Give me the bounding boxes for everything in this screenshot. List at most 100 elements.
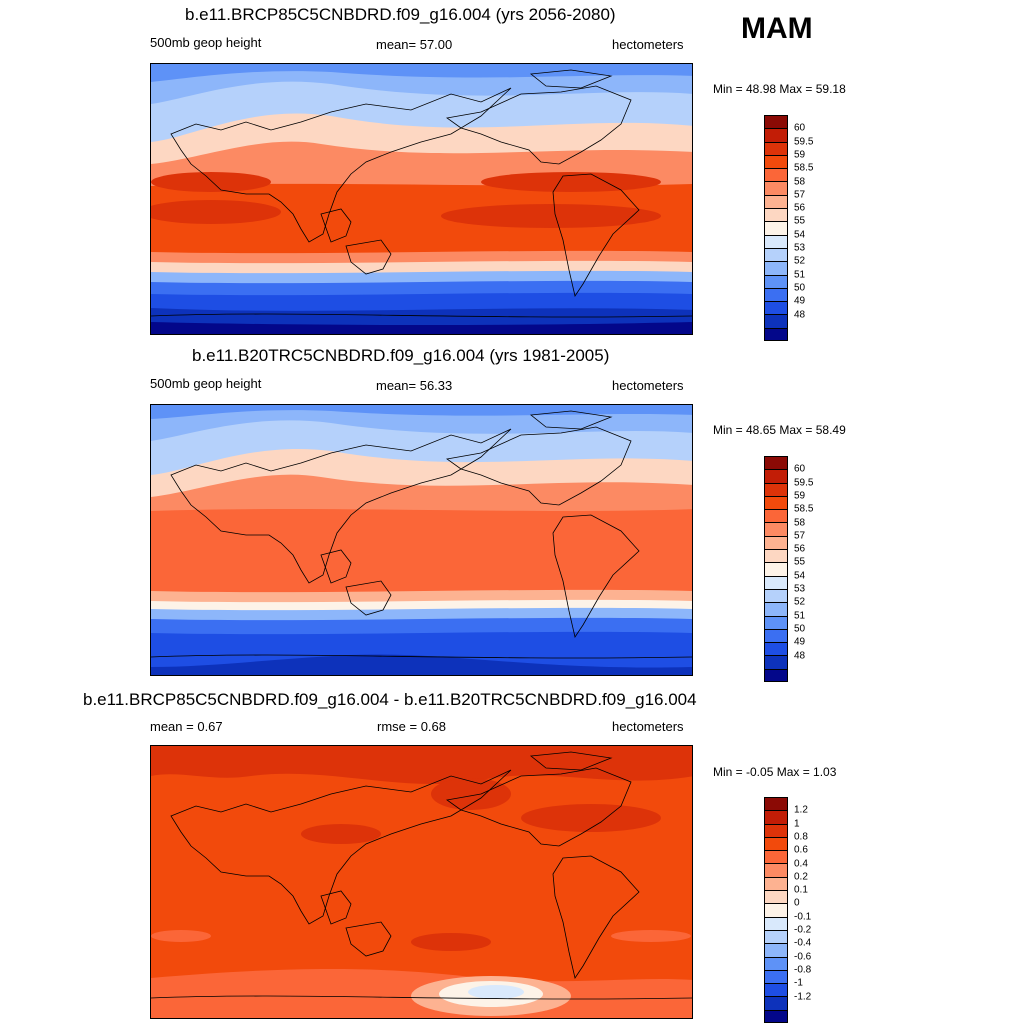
colorbar-box [764,850,788,864]
colorbar-tick-label: 56 [794,543,806,555]
colorbar-box [764,996,788,1010]
colorbar-tick-label: 54 [794,229,806,241]
panel-2-variable-label: 500mb geop height [150,376,262,391]
colorbar-tick-label: 55 [794,556,806,568]
colorbar-tick-label: 50 [794,282,806,294]
colorbar-box [764,956,788,970]
colorbar-box [764,168,788,182]
colorbar-box [764,903,788,917]
colorbar-tick-label: 0.4 [794,858,808,869]
colorbar-box [764,602,788,616]
colorbar-tick-label: 53 [794,242,806,254]
colorbar-box [764,221,788,235]
colorbar-box [764,287,788,302]
colorbar-tick-label: 0.8 [794,831,808,843]
colorbar-box [764,655,788,669]
colorbar-box [764,509,788,523]
colorbar-box [764,314,788,328]
panel-3-colorbar [764,797,788,1024]
colorbar-tick-label: -1 [794,977,803,989]
colorbar-tick-label: 58 [794,517,806,528]
colorbar-tick-label: 50 [794,623,806,635]
panel-2-title: b.e11.B20TRC5CNBDRD.f09_g16.004 (yrs 198… [192,346,610,365]
colorbar-box [764,154,788,169]
colorbar-tick-label: 58.5 [794,162,814,174]
colorbar-tick-label: 0 [794,897,800,909]
colorbar-box [764,482,788,496]
colorbar-box [764,668,788,683]
colorbar-tick-label: -1.2 [794,991,812,1002]
colorbar-box [764,469,788,483]
colorbar-box [764,261,788,275]
colorbar-tick-label: 60 [794,122,806,134]
colorbar-box [764,628,788,643]
colorbar-box [764,234,788,248]
colorbar-box [764,495,788,510]
colorbar-box [764,642,788,656]
colorbar-tick-label: -0.6 [794,951,812,963]
panel-1-colorbar [764,115,788,342]
colorbar-tick-label: 54 [794,570,806,582]
colorbar-box [764,301,788,315]
colorbar-tick-label: 0.1 [794,884,808,896]
panel-3-mean: mean = 0.67 [150,719,223,734]
colorbar-box [764,943,788,957]
colorbar-tick-label: 57 [794,189,806,201]
colorbar-box [764,983,788,997]
panel-3-contour-field [151,746,692,1018]
panel-1-title: b.e11.BRCP85C5CNBDRD.f09_g16.004 (yrs 20… [185,5,616,24]
colorbar-box [764,575,788,589]
colorbar-tick-label: 49 [794,295,806,307]
colorbar-tick-label: -0.8 [794,964,812,976]
panel-2-minmax: Min = 48.65 Max = 58.49 [713,423,846,437]
colorbar-box [764,456,788,470]
colorbar-tick-label: 1.2 [794,804,808,816]
colorbar-tick-label: 59 [794,490,806,502]
colorbar-tick-label: 51 [794,610,806,622]
colorbar-box [764,522,788,536]
colorbar-box [764,274,788,288]
colorbar-box [764,549,788,563]
colorbar-tick-label: 0.2 [794,871,808,883]
colorbar-tick-label: 60 [794,463,806,475]
panel-1-contour-field [151,64,692,334]
panel-3-rmse: rmse = 0.68 [377,719,447,734]
colorbar-box [764,1009,788,1024]
panel-2-mean: mean= 56.33 [376,378,453,393]
panel-3-units: hectometers [612,719,684,734]
colorbar-box [764,863,788,877]
colorbar-tick-label: 48 [794,650,806,661]
colorbar-tick-label: 0.6 [794,844,808,856]
colorbar-box [764,327,788,342]
colorbar-tick-label: 59.5 [794,136,814,148]
panel-3-map [150,745,693,1019]
colorbar-box [764,929,788,944]
panel-1-map [150,63,693,335]
colorbar-box [764,890,788,904]
panel-1-variable-label: 500mb geop height [150,35,262,50]
panel-3-title: b.e11.BRCP85C5CNBDRD.f09_g16.004 - b.e11… [83,690,697,709]
colorbar-tick-label: 58 [794,176,806,187]
colorbar-tick-label: 1 [794,818,800,830]
panel-2-map [150,404,693,676]
colorbar-tick-label: -0.4 [794,937,812,949]
colorbar-tick-label: 55 [794,215,806,227]
colorbar-box [764,128,788,142]
panel-1-mean: mean= 57.00 [376,37,453,52]
colorbar-box [764,797,788,811]
colorbar-tick-label: 49 [794,636,806,648]
colorbar-box [764,916,788,930]
colorbar-box [764,208,788,222]
colorbar-tick-label: 56 [794,202,806,214]
colorbar-tick-label: 59.5 [794,477,814,489]
season-label: MAM [741,12,813,45]
colorbar-box [764,194,788,209]
colorbar-tick-label: 51 [794,269,806,281]
colorbar-box [764,836,788,851]
colorbar-box [764,562,788,576]
colorbar-box [764,876,788,891]
colorbar-box [764,969,788,984]
colorbar-box [764,588,788,603]
colorbar-tick-label: 58.5 [794,503,814,515]
colorbar-tick-label: 52 [794,255,806,267]
